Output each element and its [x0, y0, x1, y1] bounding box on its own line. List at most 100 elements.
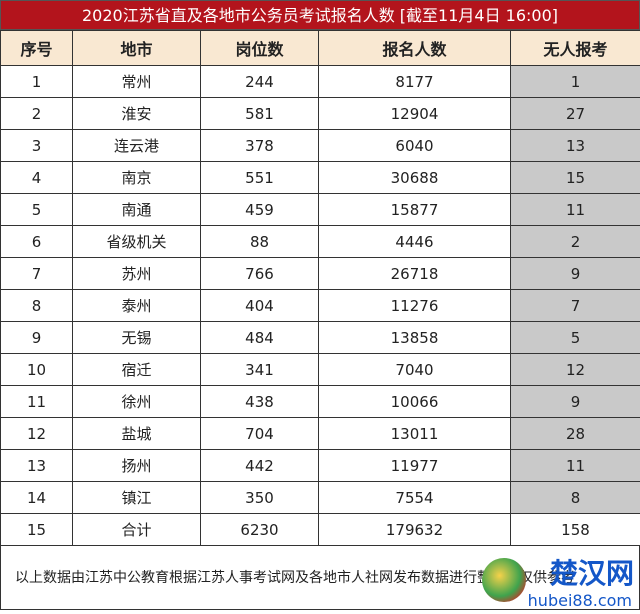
table-cell: 11977: [318, 449, 511, 482]
table-row: 2 淮安 581 12904 27: [0, 97, 640, 130]
table-cell: 1: [0, 65, 73, 98]
table-cell: 6230: [200, 513, 319, 546]
table-cell: 泰州: [72, 289, 201, 322]
table-cell: 404: [200, 289, 319, 322]
table-cell: 442: [200, 449, 319, 482]
table-cell: 4: [0, 161, 73, 194]
table-cell: 12: [0, 417, 73, 450]
table-cell: 26718: [318, 257, 511, 290]
table-cell: 连云港: [72, 129, 201, 162]
table-cell: 苏州: [72, 257, 201, 290]
table-cell: 8177: [318, 65, 511, 98]
table-cell: 704: [200, 417, 319, 450]
table-cell: 15877: [318, 193, 511, 226]
table-cell: 常州: [72, 65, 201, 98]
header-row: 序号 地市 岗位数 报名人数 无人报考: [0, 30, 640, 66]
table-cell: 12904: [318, 97, 511, 130]
table-cell: 13: [0, 449, 73, 482]
table-cell: 11276: [318, 289, 511, 322]
table-cell: 宿迁: [72, 353, 201, 386]
table-cell: 南京: [72, 161, 201, 194]
table-cell: 341: [200, 353, 319, 386]
table-cell: 扬州: [72, 449, 201, 482]
table-cell: 13858: [318, 321, 511, 354]
table-cell: 6: [0, 225, 73, 258]
table-row: 15 合计 6230 179632 158: [0, 513, 640, 546]
table-cell: 9: [510, 385, 640, 418]
table-cell: 11: [510, 193, 640, 226]
table-cell: 3: [0, 129, 73, 162]
table-row: 4 南京 551 30688 15: [0, 161, 640, 194]
table-cell: 6040: [318, 129, 511, 162]
table-row: 9 无锡 484 13858 5: [0, 321, 640, 354]
table-cell: 7554: [318, 481, 511, 514]
table-cell: 551: [200, 161, 319, 194]
table-cell: 10: [0, 353, 73, 386]
table-cell: 徐州: [72, 385, 201, 418]
table-cell: 5: [0, 193, 73, 226]
table-cell: 10066: [318, 385, 511, 418]
column-header: 岗位数: [200, 30, 319, 66]
table-cell: 无锡: [72, 321, 201, 354]
table-cell: 11: [510, 449, 640, 482]
table-cell: 13011: [318, 417, 511, 450]
table-cell: 1: [510, 65, 640, 98]
table-cell: 158: [510, 513, 640, 546]
table-row: 12 盐城 704 13011 28: [0, 417, 640, 450]
watermark-logo: 楚汉网 hubei88.com: [476, 550, 636, 610]
table-cell: 459: [200, 193, 319, 226]
logo-name: 楚汉网: [549, 557, 634, 590]
column-header: 报名人数: [318, 30, 511, 66]
table-cell: 484: [200, 321, 319, 354]
column-header: 无人报考: [510, 30, 640, 66]
table-cell: 7: [0, 257, 73, 290]
table-cell: 27: [510, 97, 640, 130]
table-cell: 378: [200, 129, 319, 162]
table-cell: 11: [0, 385, 73, 418]
table-cell: 2: [510, 225, 640, 258]
table-cell: 7040: [318, 353, 511, 386]
logo-url: hubei88.com: [527, 591, 632, 610]
table-row: 8 泰州 404 11276 7: [0, 289, 640, 322]
table-cell: 244: [200, 65, 319, 98]
table-cell: 766: [200, 257, 319, 290]
table-row: 5 南通 459 15877 11: [0, 193, 640, 226]
table-cell: 14: [0, 481, 73, 514]
table-cell: 4446: [318, 225, 511, 258]
column-header: 地市: [72, 30, 201, 66]
table-cell: 15: [510, 161, 640, 194]
table-cell: 8: [0, 289, 73, 322]
table-row: 13 扬州 442 11977 11: [0, 449, 640, 482]
table-cell: 179632: [318, 513, 511, 546]
table-row: 11 徐州 438 10066 9: [0, 385, 640, 418]
globe-icon: [482, 558, 526, 602]
table-row: 3 连云港 378 6040 13: [0, 129, 640, 162]
table-cell: 28: [510, 417, 640, 450]
table-cell: 合计: [72, 513, 201, 546]
table-cell: 12: [510, 353, 640, 386]
column-header: 序号: [0, 30, 73, 66]
table-row: 6 省级机关 88 4446 2: [0, 225, 640, 258]
table-cell: 15: [0, 513, 73, 546]
table-row: 7 苏州 766 26718 9: [0, 257, 640, 290]
table-cell: 省级机关: [72, 225, 201, 258]
table-row: 10 宿迁 341 7040 12: [0, 353, 640, 386]
table-cell: 581: [200, 97, 319, 130]
table-cell: 5: [510, 321, 640, 354]
table-cell: 350: [200, 481, 319, 514]
table-cell: 2: [0, 97, 73, 130]
table-cell: 9: [510, 257, 640, 290]
table-cell: 13: [510, 129, 640, 162]
table-cell: 盐城: [72, 417, 201, 450]
table-row: 14 镇江 350 7554 8: [0, 481, 640, 514]
table-cell: 30688: [318, 161, 511, 194]
table-cell: 南通: [72, 193, 201, 226]
table-cell: 438: [200, 385, 319, 418]
table-cell: 8: [510, 481, 640, 514]
registration-table: 序号 地市 岗位数 报名人数 无人报考 1 常州 244 8177 1 2 淮安 581 12904 27…: [0, 30, 640, 546]
table-cell: 9: [0, 321, 73, 354]
table-cell: 88: [200, 225, 319, 258]
table-title: 2020江苏省直及各地市公务员考试报名人数 [截至11月4日 16:00]: [0, 0, 640, 30]
table-cell: 淮安: [72, 97, 201, 130]
